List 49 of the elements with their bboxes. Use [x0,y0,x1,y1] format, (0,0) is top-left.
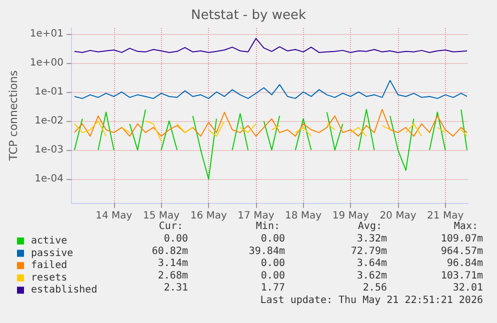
text: Min: [256,221,280,232]
text: 0.00 [260,234,285,244]
x-tick-label: 18 May [285,210,322,222]
x-tick-label: 15 May [142,210,180,222]
line-series [74,80,468,99]
text: 0.00 [260,270,285,282]
text: 3.14m [158,258,188,270]
text: 3.64m [356,258,387,270]
text: 0.00 [164,234,188,244]
y-axis-title: TCP connections [7,70,20,162]
text: 964.57m [440,246,483,257]
y-tick-label: 1e+00 [30,57,64,68]
legend-label: active [31,236,68,246]
y-tick-label: 1e-02 [34,116,64,127]
x-tick-label: 16 May [190,210,227,222]
text: 2.68m [158,270,188,282]
y-tick-label: 1e+01 [30,28,64,40]
text: 1.77 [260,282,285,294]
legend-label: passive [31,248,74,259]
x-tick-label: 17 May [238,210,274,222]
x-tick-label: 14 May [96,210,132,222]
legend-label: failed [31,260,68,272]
text: 103.71m [440,270,483,282]
x-tick-label: 21 May [427,210,464,222]
x-tick-label: 20 May [380,210,416,222]
chart-title: Netstat - by week [191,8,306,23]
text: 2.31 [164,282,188,294]
line-series [74,38,468,53]
y-tick-label: 1e-01 [34,86,64,98]
text: Avg: [358,221,382,232]
text: Max: [454,221,478,232]
text: 72.79m [350,246,387,257]
text: 0.00 [260,258,285,270]
legend-label: established [31,284,98,296]
x-tick-label: 19 May [332,210,370,222]
text: 39.84m [248,246,285,257]
text: 2.56 [362,282,387,294]
y-tick-label: 1e-03 [34,144,64,156]
legend-label: resets [31,272,68,284]
text: 109.07m [440,234,483,244]
y-tick-label: 1e-04 [34,174,64,185]
text: 96.84m [446,258,483,270]
text: 3.62m [356,270,387,282]
text: 32.01 [452,282,483,294]
text: 3.32m [356,234,387,244]
text: Cur: [158,221,183,232]
text: 60.82m [152,246,188,257]
line-series [74,108,468,137]
text: Last update: Thu May 21 22:51:21 2026 [260,295,483,306]
